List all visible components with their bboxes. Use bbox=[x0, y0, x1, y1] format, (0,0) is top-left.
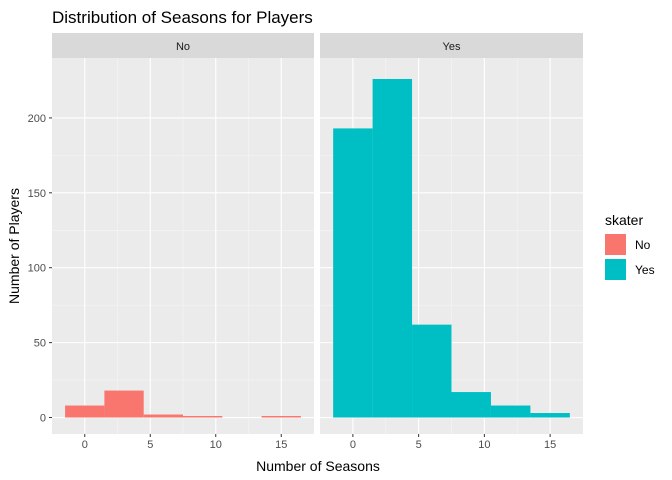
x-tick-label: 5 bbox=[416, 439, 422, 451]
y-axis: 0 50 100 150 200 bbox=[28, 113, 52, 425]
y-tick-label: 0 bbox=[40, 413, 46, 425]
histogram-bar bbox=[451, 392, 491, 418]
facet-panel-yes: Yes bbox=[320, 33, 583, 434]
legend-label-no: No bbox=[635, 238, 651, 252]
facet-strip bbox=[320, 33, 583, 58]
facet-panels: No Yes bbox=[52, 33, 583, 434]
histogram-bar bbox=[261, 416, 301, 418]
facet-strip-label: Yes bbox=[443, 41, 461, 53]
y-tick-label: 150 bbox=[28, 188, 46, 200]
histogram-bar bbox=[65, 405, 105, 418]
histogram-bar bbox=[412, 324, 452, 418]
histogram-bar bbox=[143, 414, 183, 418]
histogram-bar bbox=[490, 405, 531, 418]
x-axes: 0 5 10 15 0 5 10 15 bbox=[82, 434, 556, 451]
histogram-bar bbox=[183, 416, 223, 418]
x-tick-label: 0 bbox=[350, 439, 356, 451]
y-tick-label: 100 bbox=[28, 263, 46, 275]
y-tick-label: 200 bbox=[28, 113, 46, 125]
x-axis-title: Number of Seasons bbox=[256, 458, 380, 474]
legend-key-no bbox=[605, 234, 626, 255]
legend: skater No Yes bbox=[605, 212, 655, 280]
facet-strip-label: No bbox=[176, 41, 190, 53]
histogram-bar bbox=[104, 390, 144, 418]
chart-title: Distribution of Seasons for Players bbox=[52, 8, 313, 27]
facet-strip bbox=[52, 33, 314, 58]
y-axis-title: Number of Players bbox=[6, 188, 22, 304]
x-tick-label: 10 bbox=[478, 439, 490, 451]
legend-label-yes: Yes bbox=[635, 263, 655, 277]
histogram-bar bbox=[530, 413, 570, 418]
x-tick-label: 15 bbox=[275, 439, 287, 451]
legend-key-yes bbox=[605, 259, 626, 280]
x-tick-label: 15 bbox=[544, 439, 556, 451]
x-tick-label: 10 bbox=[210, 439, 222, 451]
y-tick-label: 50 bbox=[34, 338, 46, 350]
histogram-bar bbox=[372, 78, 413, 418]
facet-panel-no: No bbox=[52, 33, 314, 434]
x-tick-label: 0 bbox=[82, 439, 88, 451]
legend-title: skater bbox=[605, 212, 643, 228]
histogram-bar bbox=[333, 128, 373, 418]
x-tick-label: 5 bbox=[147, 439, 153, 451]
